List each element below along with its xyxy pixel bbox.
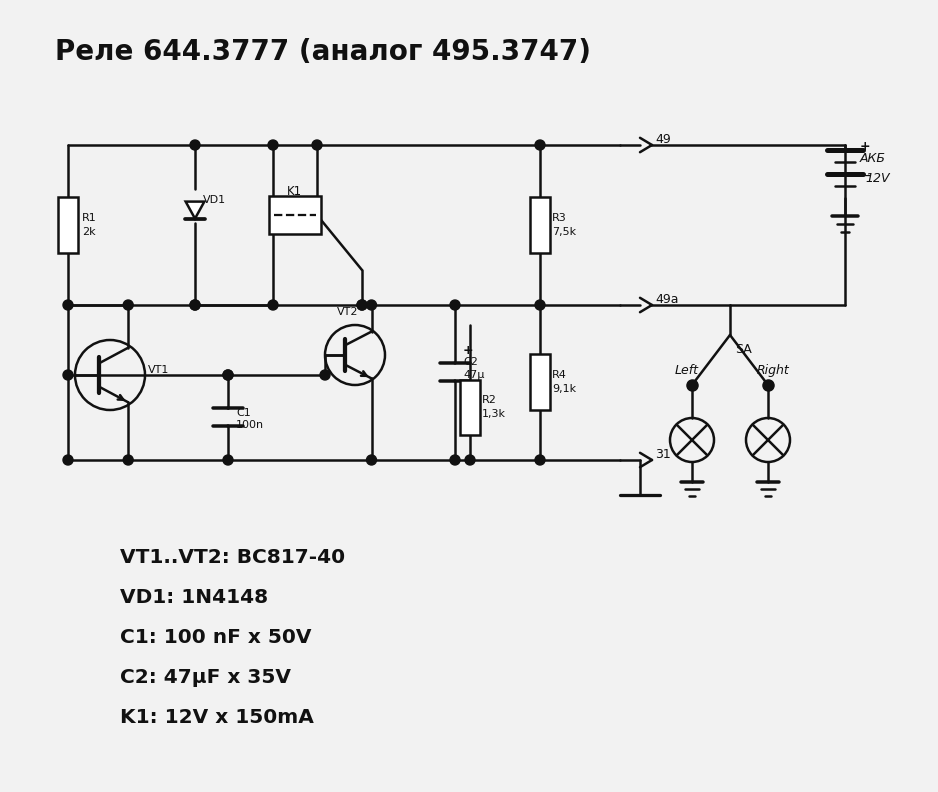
Circle shape xyxy=(535,140,545,150)
Circle shape xyxy=(535,300,545,310)
Text: 47μ: 47μ xyxy=(463,370,484,380)
Text: Реле 644.3777 (аналог 495.3747): Реле 644.3777 (аналог 495.3747) xyxy=(55,38,591,66)
Circle shape xyxy=(223,370,233,380)
Circle shape xyxy=(63,300,73,310)
Text: Right: Right xyxy=(757,364,790,377)
Bar xyxy=(460,379,480,435)
Circle shape xyxy=(223,455,233,465)
Text: АКБ: АКБ xyxy=(860,152,886,165)
Circle shape xyxy=(190,300,200,310)
Text: VT1: VT1 xyxy=(148,365,170,375)
Bar xyxy=(530,354,550,410)
Text: 1,3k: 1,3k xyxy=(482,409,506,419)
Circle shape xyxy=(450,455,460,465)
Circle shape xyxy=(367,300,376,310)
Text: VT2: VT2 xyxy=(337,307,358,317)
Text: K1: K1 xyxy=(287,185,302,198)
Circle shape xyxy=(535,455,545,465)
Circle shape xyxy=(268,300,278,310)
Text: 12V: 12V xyxy=(865,172,889,185)
Text: VD1: 1N4148: VD1: 1N4148 xyxy=(120,588,268,607)
Circle shape xyxy=(190,300,200,310)
Circle shape xyxy=(465,455,475,465)
Text: R4: R4 xyxy=(552,370,567,380)
Text: Left: Left xyxy=(675,364,699,377)
Circle shape xyxy=(190,140,200,150)
Text: VD1: VD1 xyxy=(203,195,226,205)
Text: C1: 100 nF x 50V: C1: 100 nF x 50V xyxy=(120,628,311,647)
Circle shape xyxy=(63,455,73,465)
Circle shape xyxy=(357,300,367,310)
Text: 7,5k: 7,5k xyxy=(552,227,576,237)
Circle shape xyxy=(367,455,376,465)
Text: 31: 31 xyxy=(655,447,671,460)
Text: K1: 12V x 150mA: K1: 12V x 150mA xyxy=(120,708,314,727)
Circle shape xyxy=(312,140,322,150)
Text: 9,1k: 9,1k xyxy=(552,384,576,394)
Text: VT1..VT2: BC817-40: VT1..VT2: BC817-40 xyxy=(120,548,345,567)
Circle shape xyxy=(223,370,233,380)
Text: C2: 47μF x 35V: C2: 47μF x 35V xyxy=(120,668,291,687)
Text: R1: R1 xyxy=(82,213,97,223)
Polygon shape xyxy=(186,202,204,219)
Text: +: + xyxy=(463,344,474,356)
Text: 49: 49 xyxy=(655,132,671,146)
Circle shape xyxy=(450,300,460,310)
Circle shape xyxy=(123,300,133,310)
Text: +: + xyxy=(860,139,870,153)
Text: 100n: 100n xyxy=(236,420,265,430)
Bar xyxy=(269,196,321,234)
Text: −: − xyxy=(860,169,871,183)
Text: R2: R2 xyxy=(482,395,497,405)
Bar xyxy=(58,197,78,253)
Text: R3: R3 xyxy=(552,213,567,223)
Text: C2: C2 xyxy=(463,357,477,367)
Circle shape xyxy=(123,455,133,465)
Circle shape xyxy=(268,140,278,150)
Text: SA: SA xyxy=(735,343,751,356)
Text: C1: C1 xyxy=(236,408,250,418)
Text: 2k: 2k xyxy=(82,227,96,237)
Text: 49a: 49a xyxy=(655,292,678,306)
Bar xyxy=(530,197,550,253)
Circle shape xyxy=(357,300,367,310)
Circle shape xyxy=(320,370,330,380)
Circle shape xyxy=(63,370,73,380)
